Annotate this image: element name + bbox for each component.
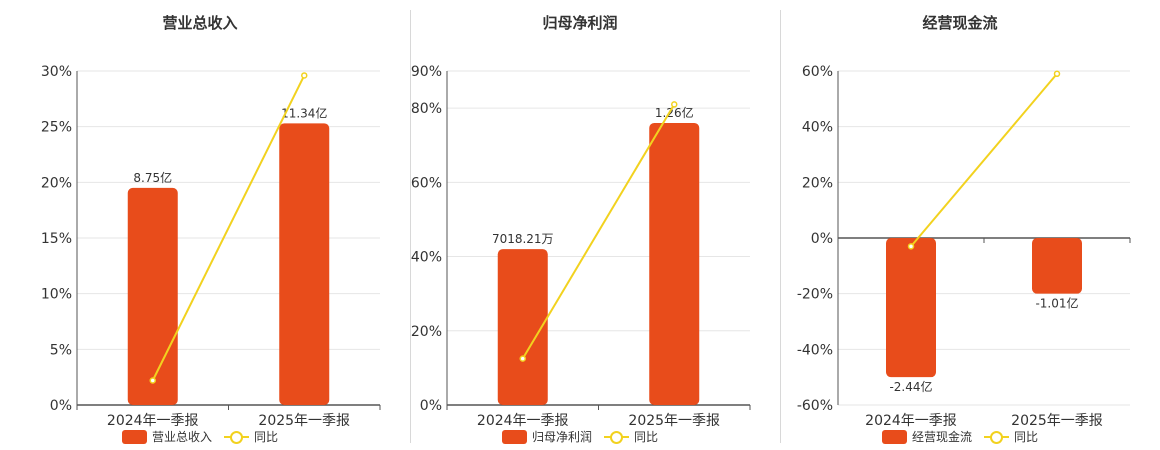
y-tick-label: 10% <box>41 287 72 303</box>
bar <box>497 249 548 405</box>
y-tick-label: 20% <box>802 175 833 191</box>
bar-data-label: 1.26亿 <box>655 105 694 120</box>
legend-cash-flow: 经营现金流 同比 <box>760 428 1160 445</box>
line-point <box>519 355 526 362</box>
chart-panel-net-profit: 归母净利润 0% 20% 40% 60% 80% 90% 2024年一季报 2025年一季报 7… <box>380 0 780 450</box>
bar-data-label: 8.75亿 <box>133 170 172 185</box>
y-tick-label: -60% <box>797 398 833 414</box>
y-tick-label: -20% <box>797 287 833 303</box>
y-tick-label: 30% <box>41 64 72 80</box>
bar-data-label: 7018.21万 <box>492 232 554 246</box>
y-tick-label: 0% <box>811 231 833 247</box>
chart-title-net-profit: 归母净利润 <box>542 14 618 32</box>
legend-bar-swatch <box>881 429 907 444</box>
legend-bar-swatch <box>501 429 527 444</box>
x-tick-label: 2025年一季报 <box>628 413 720 429</box>
bar-data-label: -1.01亿 <box>1035 296 1078 311</box>
legend-bar-label: 归母净利润 <box>531 430 592 444</box>
chart-net-profit: 0% 20% 40% 60% 80% 90% 2024年一季报 2025年一季报 7018.21… <box>411 64 751 429</box>
line-series <box>151 75 306 381</box>
bar-data-label: -2.44亿 <box>889 379 932 394</box>
y-tick-label: 60% <box>411 175 442 191</box>
chart-panel-revenue: 营业总收入 0% 5% 10% 15% 20% 25% 30% 2024年一季报 2025年一季… <box>0 0 400 450</box>
panel-divider <box>780 10 781 443</box>
y-tick-label: 20% <box>411 324 442 340</box>
y-tick-label: 40% <box>411 250 442 266</box>
x-tick-label: 2025年一季报 <box>258 413 350 429</box>
bar <box>127 187 178 405</box>
line-point <box>671 101 678 108</box>
legend-line-swatch <box>984 430 1009 444</box>
bar-data-label: 11.34亿 <box>281 105 327 120</box>
panel-divider <box>410 10 411 443</box>
y-tick-label: 15% <box>41 231 72 247</box>
line-point <box>1053 70 1061 78</box>
legend-bar-label: 营业总收入 <box>151 430 212 444</box>
legend-line-swatch <box>604 430 629 444</box>
line-point <box>907 243 915 250</box>
y-tick-label: 5% <box>50 342 72 358</box>
bar <box>1032 238 1082 294</box>
chart-title-revenue: 营业总收入 <box>162 14 238 32</box>
y-tick-label: 0% <box>420 398 442 414</box>
y-tick-label: 60% <box>802 64 833 80</box>
y-tick-label: 20% <box>41 175 72 191</box>
x-tick-label: 2024年一季报 <box>477 413 569 429</box>
chart-panel-cash-flow: 经营现金流 -60% -40% -20% 0% 20% 40% 60% 2024年一季报 202… <box>760 0 1160 450</box>
chart-title-cash-flow: 经营现金流 <box>922 14 998 32</box>
bar <box>279 123 330 406</box>
line-series <box>521 103 676 360</box>
x-tick-label: 2024年一季报 <box>865 413 957 429</box>
legend-bar-label: 经营现金流 <box>911 430 972 444</box>
line-point <box>149 377 156 384</box>
bar <box>886 238 936 378</box>
line-point <box>301 72 308 79</box>
y-tick-label: 0% <box>50 398 72 414</box>
chart-revenue: 0% 5% 10% 15% 20% 25% 30% 2024年一季报 2025年一季报 8.75亿… <box>41 64 381 429</box>
legend-line-swatch <box>224 430 249 444</box>
chart-cash-flow: -60% -40% -20% 0% 20% 40% 60% 2024年一季报 2025年一季报 -… <box>797 64 1131 429</box>
legend-line-label: 同比 <box>1014 430 1039 444</box>
y-tick-label: 90% <box>411 64 442 80</box>
legend-line-label: 同比 <box>634 430 659 444</box>
x-tick-label: 2024年一季报 <box>107 413 199 429</box>
x-tick-label: 2025年一季报 <box>1011 413 1103 429</box>
y-tick-label: 80% <box>411 101 442 117</box>
legend-bar-swatch <box>121 429 147 444</box>
y-tick-label: -40% <box>797 342 833 358</box>
legend-line-label: 同比 <box>254 430 279 444</box>
legend-net-profit: 归母净利润 同比 <box>380 428 780 445</box>
y-tick-label: 40% <box>802 120 833 136</box>
line-series <box>910 73 1058 247</box>
y-tick-label: 25% <box>41 120 72 136</box>
legend-revenue: 营业总收入 同比 <box>0 428 400 445</box>
bar <box>649 122 700 405</box>
